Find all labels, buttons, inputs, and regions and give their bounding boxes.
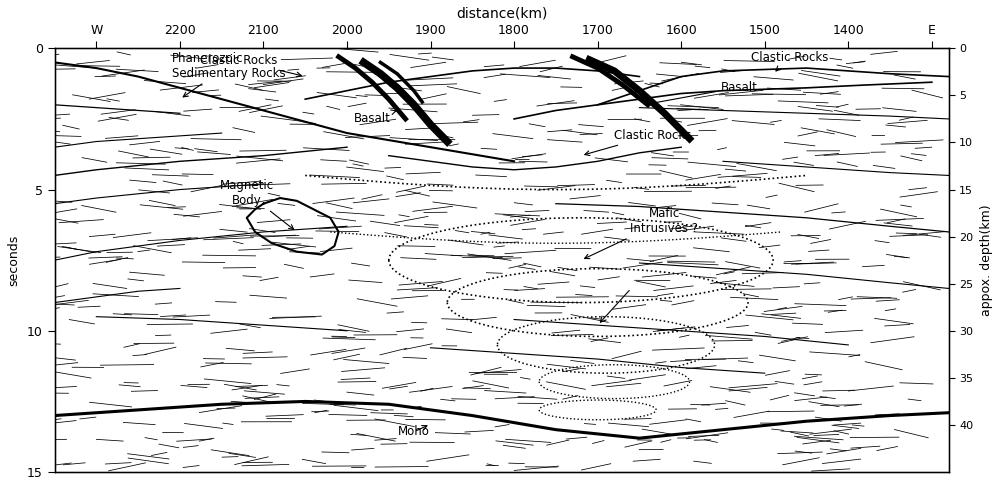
Text: Clastic Rocks: Clastic Rocks [200, 54, 301, 77]
Y-axis label: seconds: seconds [7, 235, 20, 286]
Y-axis label: appox. depth(km): appox. depth(km) [980, 205, 993, 316]
X-axis label: distance(km): distance(km) [456, 7, 547, 21]
Text: Magnetic
Body: Magnetic Body [220, 179, 294, 229]
Text: Phanerozoic
Sedimentary Rocks: Phanerozoic Sedimentary Rocks [172, 52, 285, 97]
Text: Mafic
Intrusives ?: Mafic Intrusives ? [585, 207, 698, 259]
Text: Moho: Moho [398, 425, 430, 438]
Text: Basalt: Basalt [648, 81, 758, 106]
Text: Basalt: Basalt [354, 110, 396, 125]
Text: Clastic Rocks: Clastic Rocks [751, 51, 829, 71]
Text: Clastic Rocks: Clastic Rocks [585, 129, 692, 155]
